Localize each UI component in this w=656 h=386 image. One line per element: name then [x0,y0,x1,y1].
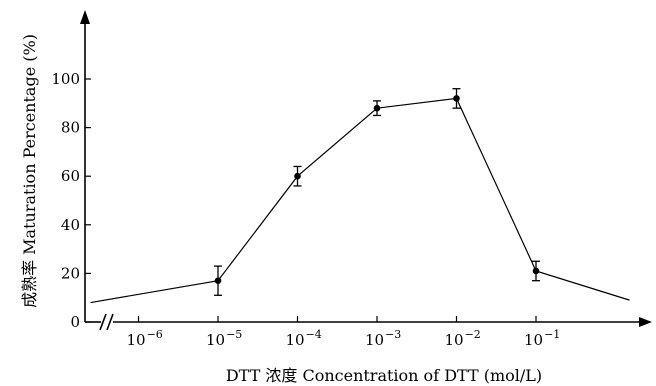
x-tick-base: 10 [206,331,225,349]
y-axis-title: 成熟率 Maturation Percentage (%) [20,34,39,308]
y-tick-label: 100 [51,70,80,88]
x-axis-title: DTT 浓度 Concentration of DTT (mol/L) [226,366,542,385]
axes [80,10,652,331]
data-points [214,95,540,284]
x-tick-label: 10−1 [524,328,560,349]
axis-break-stroke-2 [106,313,114,331]
data-point [373,104,381,112]
y-ticks: 0 20 40 60 80 100 [51,70,91,331]
error-bars [214,88,540,296]
series-maturation [90,88,630,304]
data-point [294,172,301,180]
x-axis-break-mark [99,313,114,331]
y-tick-label: 60 [61,167,80,185]
x-tick-label: 10−2 [445,328,481,349]
x-tick-base: 10 [127,331,146,349]
y-tick-label: 20 [61,264,80,282]
x-tick-exponent: −3 [385,328,401,341]
x-tick-exponent: −4 [306,328,322,341]
x-tick-base: 10 [365,331,384,349]
x-tick-exponent: −5 [226,328,242,341]
x-tick-base: 10 [445,331,464,349]
y-tick-label: 0 [70,313,80,331]
x-tick-base: 10 [286,331,305,349]
axis-break-stroke-1 [99,313,107,331]
x-tick-exponent: −1 [544,328,560,341]
x-tick-label: 10−4 [286,328,322,349]
data-point [532,267,540,275]
data-point [214,277,222,284]
x-tick-label: 10−5 [206,328,242,349]
x-tick-label: 10−3 [365,328,401,349]
x-tick-base: 10 [524,331,543,349]
y-tick-label: 80 [61,119,80,137]
y-axis-arrow-icon [80,10,90,24]
x-axis-arrow-icon [639,317,652,327]
x-tick-exponent: −6 [147,328,163,341]
x-ticks: 10−6 10−5 10−4 10−3 10−2 10−1 [127,316,560,349]
data-point [453,95,460,102]
x-tick-exponent: −2 [465,328,481,341]
y-tick-label: 40 [61,216,80,234]
series-line [90,97,630,304]
x-tick-label: 10−6 [127,328,163,349]
